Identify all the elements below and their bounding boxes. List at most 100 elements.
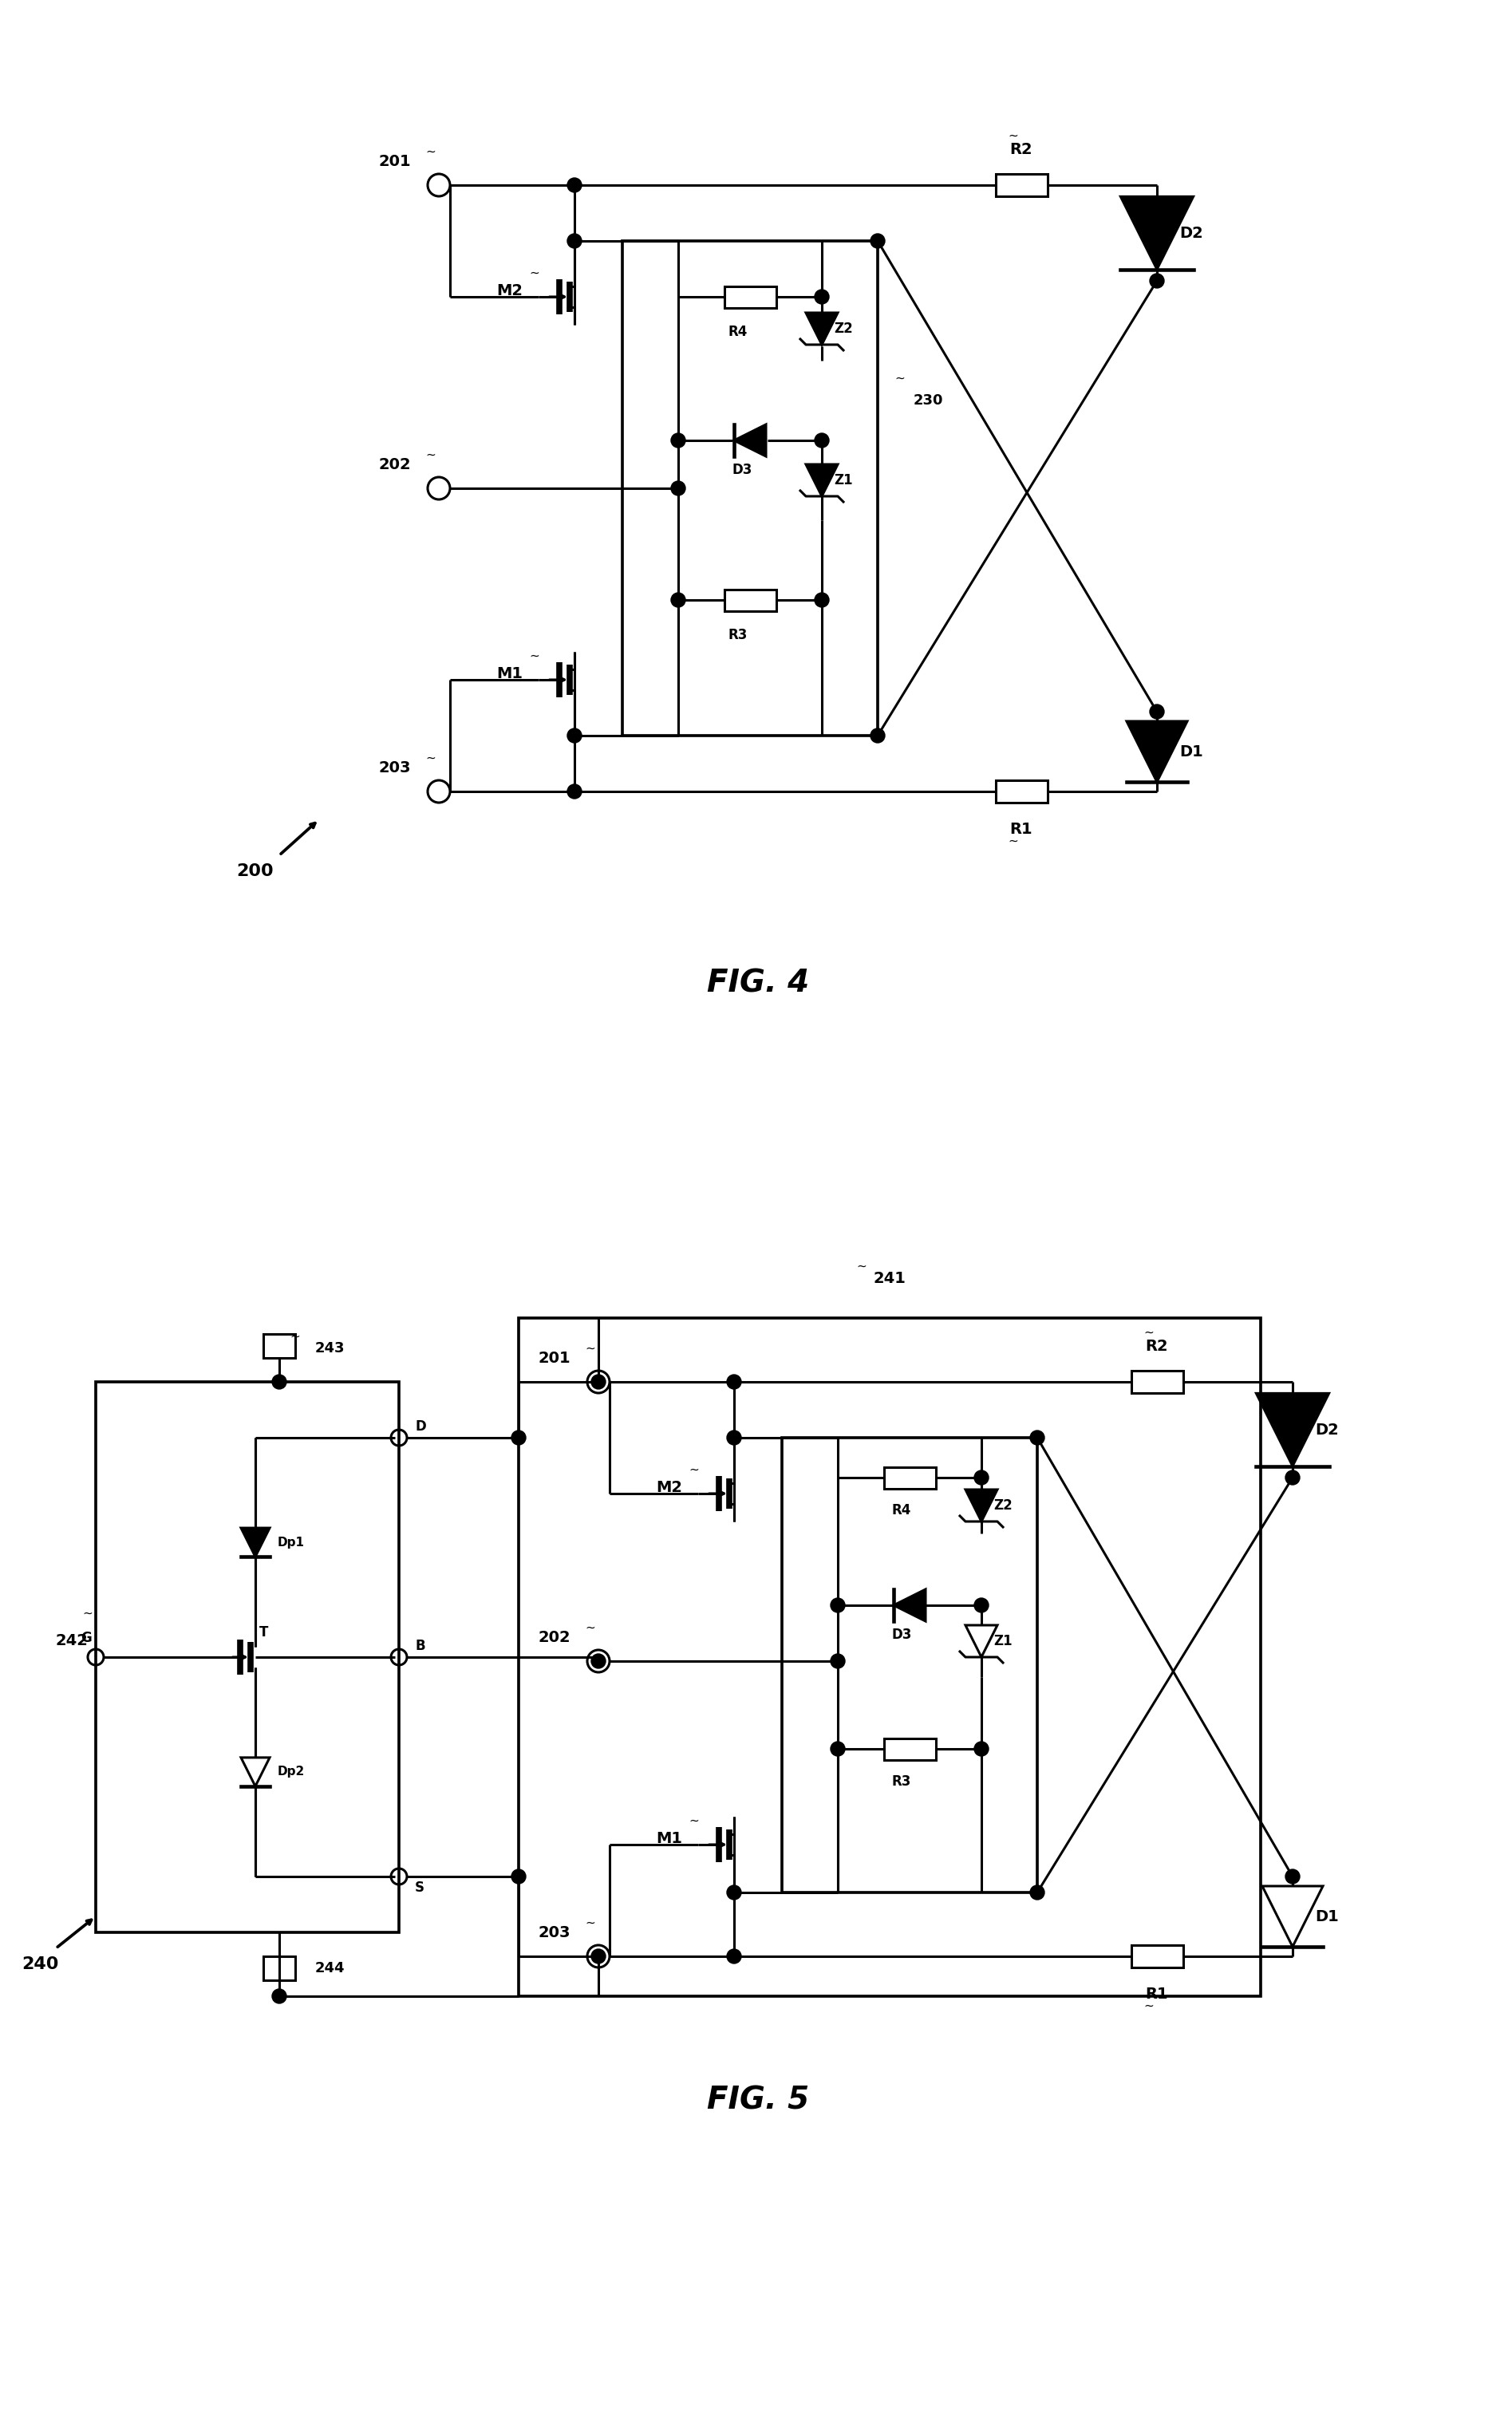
Text: ~: ~ xyxy=(689,1814,700,1826)
Text: 203: 203 xyxy=(538,1926,570,1941)
Bar xyxy=(263,1955,295,1980)
Text: 203: 203 xyxy=(378,760,411,774)
Text: 244: 244 xyxy=(314,1960,345,1975)
Circle shape xyxy=(567,234,582,248)
Bar xyxy=(95,1381,399,1933)
Text: R4: R4 xyxy=(892,1502,912,1517)
Circle shape xyxy=(591,1948,606,1963)
Text: ~: ~ xyxy=(585,1916,596,1929)
Polygon shape xyxy=(240,1527,269,1556)
Text: ~: ~ xyxy=(426,146,435,158)
Circle shape xyxy=(567,784,582,799)
Text: 240: 240 xyxy=(21,1955,59,1972)
Polygon shape xyxy=(806,312,838,346)
Bar xyxy=(724,285,776,307)
Text: R1: R1 xyxy=(1146,1987,1169,2002)
Circle shape xyxy=(727,1429,741,1444)
Text: ~: ~ xyxy=(290,1330,301,1342)
Text: Z2: Z2 xyxy=(993,1498,1013,1512)
Text: G: G xyxy=(80,1631,92,1646)
Polygon shape xyxy=(733,424,767,455)
Polygon shape xyxy=(1126,721,1187,782)
Bar xyxy=(1131,1946,1182,1967)
Text: ~: ~ xyxy=(529,650,540,662)
Text: ~: ~ xyxy=(1145,1999,1154,2011)
Polygon shape xyxy=(1263,1887,1323,1946)
Polygon shape xyxy=(1256,1393,1329,1466)
Polygon shape xyxy=(966,1490,998,1522)
Text: R2: R2 xyxy=(1010,141,1033,158)
Circle shape xyxy=(567,728,582,743)
Text: Z1: Z1 xyxy=(833,472,853,487)
Text: 200: 200 xyxy=(237,864,274,879)
Circle shape xyxy=(830,1653,845,1668)
Bar xyxy=(995,173,1048,197)
Text: 241: 241 xyxy=(874,1271,906,1286)
Text: R3: R3 xyxy=(892,1775,912,1790)
Bar xyxy=(263,1334,295,1359)
Circle shape xyxy=(272,1989,286,2004)
Text: D1: D1 xyxy=(1315,1909,1338,1924)
Circle shape xyxy=(815,592,829,606)
Text: Z1: Z1 xyxy=(993,1634,1012,1648)
Text: 230: 230 xyxy=(913,394,943,407)
Text: ~: ~ xyxy=(585,1622,596,1634)
Circle shape xyxy=(815,433,829,448)
Circle shape xyxy=(1030,1885,1045,1899)
Text: 242: 242 xyxy=(54,1634,88,1648)
Text: T: T xyxy=(260,1624,269,1639)
Text: ~: ~ xyxy=(857,1261,866,1271)
Bar xyxy=(1131,1371,1182,1393)
Circle shape xyxy=(511,1429,526,1444)
Polygon shape xyxy=(806,465,838,497)
Circle shape xyxy=(974,1597,989,1612)
Circle shape xyxy=(974,1471,989,1485)
Bar xyxy=(519,1317,1261,1997)
Text: D1: D1 xyxy=(1179,745,1204,760)
Circle shape xyxy=(272,1376,286,1388)
Text: ~: ~ xyxy=(529,268,540,280)
Polygon shape xyxy=(240,1758,269,1787)
Text: D2: D2 xyxy=(1315,1422,1338,1437)
Circle shape xyxy=(830,1597,845,1612)
Circle shape xyxy=(830,1741,845,1756)
Text: FIG. 5: FIG. 5 xyxy=(708,2084,809,2116)
Text: Z2: Z2 xyxy=(833,321,853,336)
Circle shape xyxy=(1285,1471,1300,1485)
Text: ~: ~ xyxy=(895,373,906,385)
Bar xyxy=(995,779,1048,804)
Text: M2: M2 xyxy=(656,1480,682,1495)
Text: ~: ~ xyxy=(426,448,435,460)
Circle shape xyxy=(727,1376,741,1388)
Text: 201: 201 xyxy=(378,153,411,168)
Text: ~: ~ xyxy=(1009,835,1019,847)
Circle shape xyxy=(1285,1870,1300,1885)
Circle shape xyxy=(974,1741,989,1756)
Text: D3: D3 xyxy=(732,463,751,477)
Polygon shape xyxy=(894,1590,925,1622)
Circle shape xyxy=(727,1885,741,1899)
Text: 202: 202 xyxy=(378,458,411,472)
Circle shape xyxy=(1149,273,1164,287)
Text: D: D xyxy=(414,1420,426,1434)
Text: S: S xyxy=(414,1880,425,1894)
Circle shape xyxy=(727,1948,741,1963)
Bar xyxy=(883,1739,936,1761)
Text: M1: M1 xyxy=(656,1831,682,1846)
Circle shape xyxy=(567,178,582,192)
Text: Dp2: Dp2 xyxy=(278,1765,305,1778)
Text: ~: ~ xyxy=(689,1463,700,1476)
Bar xyxy=(724,589,776,611)
Text: 201: 201 xyxy=(538,1351,570,1366)
Circle shape xyxy=(1030,1429,1045,1444)
Text: FIG. 4: FIG. 4 xyxy=(708,967,809,998)
Circle shape xyxy=(591,1653,606,1668)
Circle shape xyxy=(671,482,685,494)
Text: R3: R3 xyxy=(729,628,748,643)
Text: M1: M1 xyxy=(496,665,523,682)
Circle shape xyxy=(871,234,885,248)
Circle shape xyxy=(1149,704,1164,718)
Text: ~: ~ xyxy=(1009,129,1019,141)
Text: Dp1: Dp1 xyxy=(278,1536,305,1549)
Circle shape xyxy=(871,728,885,743)
